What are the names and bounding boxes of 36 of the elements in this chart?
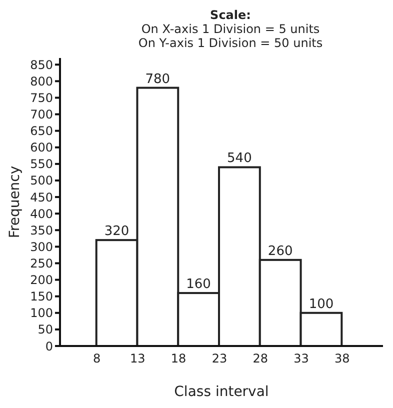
data-label: 160 — [186, 277, 211, 292]
y-tick-label: 700 — [30, 108, 53, 122]
x-tick-label: 18 — [170, 352, 186, 366]
text: On Y-axis 1 Division = 50 units — [137, 36, 324, 50]
y-axis-title: Frequency — [6, 166, 23, 238]
y-tick-label: 600 — [30, 140, 53, 155]
y-tick-label: 800 — [30, 74, 53, 88]
y-tick-label: 850 — [30, 58, 53, 72]
x-axis-title: Class interval — [174, 384, 269, 400]
x-tick-label: 13 — [130, 352, 146, 366]
y-tick-label: 500 — [30, 174, 53, 188]
y-tick-label: 200 — [30, 273, 53, 288]
data-label: 780 — [145, 72, 170, 87]
text: On X-axis 1 Division = 5 units — [140, 22, 321, 36]
y-tick-label: 650 — [30, 124, 53, 138]
x-tick-label: 8 — [92, 352, 101, 366]
y-tick-label: 250 — [30, 256, 53, 270]
x-tick-label: 28 — [252, 352, 268, 366]
y-tick-label: 750 — [30, 90, 53, 105]
y-tick-label: 300 — [30, 240, 53, 254]
y-tick-label: 350 — [30, 223, 53, 238]
x-tick-label: 38 — [334, 352, 350, 366]
data-label: 100 — [308, 296, 334, 312]
y-tick-label: 150 — [30, 290, 53, 304]
y-tick-label: 450 — [30, 190, 53, 204]
x-tick-label: 23 — [212, 352, 228, 366]
y-tick-label: 100 — [30, 306, 53, 320]
y-tick-label: 50 — [38, 322, 53, 337]
y-tick-label: 550 — [30, 157, 53, 172]
data-label: 540 — [227, 151, 252, 166]
y-tick-label: 0 — [45, 339, 53, 354]
data-label: 320 — [104, 224, 130, 240]
chart-title: Scale: — [209, 8, 252, 22]
x-tick-label: 33 — [294, 352, 309, 366]
y-tick-label: 400 — [30, 206, 53, 221]
data-label: 260 — [268, 244, 293, 259]
